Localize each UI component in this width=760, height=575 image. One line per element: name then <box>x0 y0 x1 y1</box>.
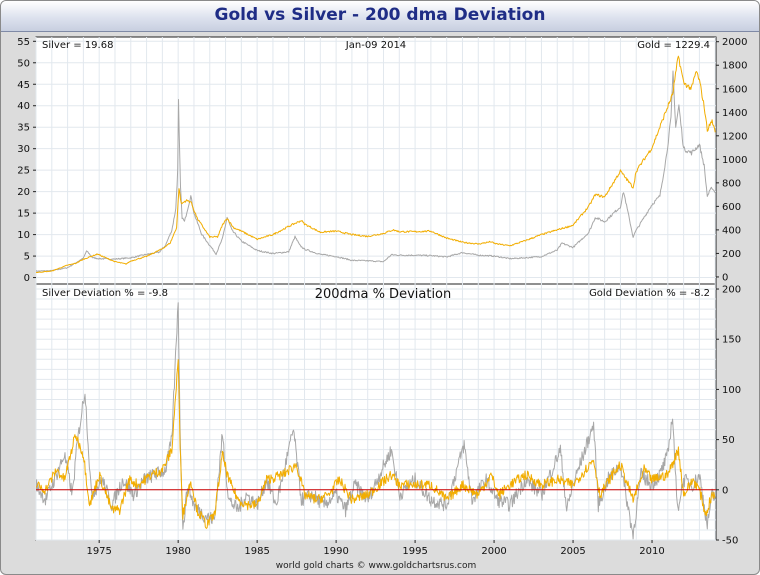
deviation-axis-tick-label: 50 <box>722 435 735 446</box>
deviation-axis-tick-label: 150 <box>722 335 741 346</box>
year-axis-tick-label: 1990 <box>323 546 348 557</box>
silver-deviation-readout: Silver Deviation % = -9.8 <box>42 288 168 299</box>
year-axis-tick-label: 1980 <box>165 546 190 557</box>
deviation-panel <box>35 283 717 541</box>
silver-axis-tick-label: 35 <box>17 123 30 134</box>
silver-axis-tick-label: 15 <box>17 209 30 220</box>
deviation-panel-title: 200dma % Deviation <box>315 287 452 302</box>
gold-axis-tick-label: 800 <box>722 178 741 189</box>
year-axis-tick-label: 1995 <box>402 546 427 557</box>
gold-axis-tick-label: 1400 <box>722 108 747 119</box>
year-axis-tick-label: 2010 <box>639 546 664 557</box>
deviation-axis-tick-label: 100 <box>722 385 741 396</box>
silver-axis-tick-label: 10 <box>17 230 30 241</box>
year-axis-tick-label: 1985 <box>244 546 269 557</box>
gold-price-readout: Gold = 1229.4 <box>637 40 710 51</box>
gold-axis-tick-label: 0 <box>722 272 728 283</box>
gold-axis-tick-label: 200 <box>722 249 741 260</box>
silver-axis-tick-label: 25 <box>17 166 30 177</box>
gold-axis-tick-label: 1600 <box>722 84 747 95</box>
gold-axis-tick-label: 1800 <box>722 61 747 72</box>
gold-price-line <box>36 55 716 274</box>
gold-axis-tick-label: 400 <box>722 225 741 236</box>
deviation-axis-tick-label: -50 <box>722 536 738 547</box>
date-readout: Jan-09 2014 <box>345 40 406 51</box>
year-axis-tick-label: 2005 <box>560 546 585 557</box>
gold-axis-tick-label: 1200 <box>722 131 747 142</box>
silver-price-readout: Silver = 19.68 <box>42 40 113 51</box>
price-panel <box>35 36 717 285</box>
year-axis-tick-label: 2000 <box>481 546 506 557</box>
silver-axis-tick-label: 0 <box>24 273 30 284</box>
footer-credit: world gold charts © www.goldchartsrus.co… <box>276 561 477 571</box>
title-bar: Gold vs Silver - 200 dma Deviation <box>1 1 759 32</box>
chart-title: Gold vs Silver - 200 dma Deviation <box>214 5 546 25</box>
silver-axis-tick-label: 55 <box>17 37 30 48</box>
silver-deviation-line <box>36 302 716 540</box>
year-axis-tick-label: 1975 <box>86 546 111 557</box>
silver-axis-tick-label: 5 <box>24 252 30 263</box>
silver-axis-tick-label: 45 <box>17 80 30 91</box>
gold-deviation-line <box>36 359 716 529</box>
silver-axis-tick-label: 30 <box>17 144 30 155</box>
silver-axis-tick-label: 40 <box>17 101 30 112</box>
deviation-axis-tick-label: 200 <box>722 285 741 296</box>
gold-axis-tick-label: 1000 <box>722 155 747 166</box>
gold-axis-tick-label: 2000 <box>722 37 747 48</box>
silver-price-line <box>36 70 716 272</box>
deviation-axis-tick-label: 0 <box>722 485 728 496</box>
gold-deviation-readout: Gold Deviation % = -8.2 <box>589 288 710 299</box>
silver-axis-tick-label: 50 <box>17 58 30 69</box>
silver-axis-tick-label: 20 <box>17 187 30 198</box>
gold-axis-tick-label: 600 <box>722 202 741 213</box>
